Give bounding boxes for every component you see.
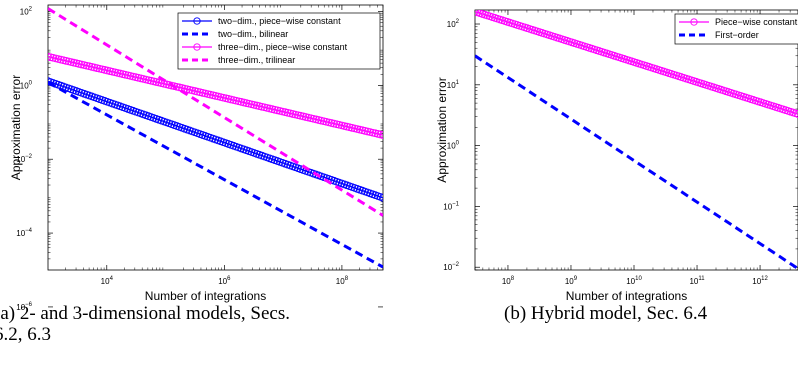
y-tick-exponent: −2 bbox=[452, 262, 460, 268]
x-tick-label: 109 bbox=[565, 276, 578, 286]
y-tick-label: 102 bbox=[447, 19, 460, 29]
legend-0: two−dim., piece−wise constant two−dim., b… bbox=[177, 12, 381, 70]
y-tick-label: 100 bbox=[447, 141, 460, 151]
legend-entry-0: two−dim., piece−wise constant bbox=[218, 16, 341, 26]
series-markers-0 bbox=[475, 10, 798, 118]
x-tick-exponent: 8 bbox=[511, 276, 515, 282]
x-tick-exponent: 9 bbox=[574, 276, 578, 282]
y-tick-exponent: 0 bbox=[29, 80, 33, 86]
y-tick-exponent: 2 bbox=[29, 7, 33, 13]
x-tick-label: 106 bbox=[218, 276, 231, 286]
series-line-1 bbox=[48, 81, 383, 269]
x-tick-exponent: 6 bbox=[227, 276, 231, 282]
legend-entry-0: Piece−wise constant bbox=[715, 17, 798, 27]
series-markers-0 bbox=[48, 77, 383, 202]
legend-entry-1: First−order bbox=[715, 30, 759, 40]
caption-a: (a) 2- and 3-dimensional models, Secs. 6… bbox=[0, 303, 291, 346]
caption-a-line-2: 6.2, 6.3 bbox=[0, 323, 51, 345]
y-tick-label: 100 bbox=[20, 80, 33, 90]
caption-a-line-1: (a) 2- and 3-dimensional models, Secs. bbox=[0, 303, 291, 324]
y-tick-label: 10−1 bbox=[443, 201, 459, 211]
y-tick-label: 10−2 bbox=[16, 154, 32, 164]
y-tick-exponent: −6 bbox=[25, 302, 33, 308]
data-point bbox=[48, 77, 52, 86]
series-markers-2 bbox=[48, 52, 383, 139]
chart-b: 108 109 1010 1011 101210210110010−110−2Numbe… bbox=[435, 9, 798, 303]
data-point bbox=[379, 131, 383, 139]
data-point bbox=[48, 52, 52, 61]
y-tick-exponent: 0 bbox=[456, 141, 460, 147]
legend-1: Piece−wise constant First−order bbox=[674, 13, 798, 45]
series-line-3 bbox=[48, 7, 383, 217]
x-tick-label: 108 bbox=[336, 276, 349, 286]
legend-marker-0 bbox=[690, 18, 698, 26]
series-group-1 bbox=[475, 10, 798, 270]
x-axis-label: Number of integrations bbox=[566, 289, 687, 303]
x-tick-exponent: 8 bbox=[345, 276, 349, 282]
y-tick-label: 101 bbox=[447, 80, 460, 90]
y-tick-exponent: 2 bbox=[456, 19, 460, 25]
x-tick-exponent: 12 bbox=[761, 276, 768, 282]
legend-entry-3: three−dim., trilinear bbox=[218, 55, 295, 65]
x-tick-label: 108 bbox=[502, 276, 515, 286]
y-tick-exponent: −1 bbox=[452, 201, 460, 207]
x-tick-label: 1010 bbox=[626, 276, 642, 286]
x-tick-label: 1011 bbox=[689, 276, 705, 286]
y-tick-label: 102 bbox=[20, 7, 33, 17]
y-tick-exponent: −2 bbox=[25, 154, 33, 160]
minor-ticks-0 bbox=[48, 5, 384, 270]
y-tick-exponent: 1 bbox=[456, 80, 460, 86]
x-tick-exponent: 10 bbox=[635, 276, 642, 282]
x-tick-exponent: 4 bbox=[110, 276, 114, 282]
y-tick-label: 10−4 bbox=[16, 228, 32, 238]
caption-b: (b) Hybrid model, Sec. 6.4 bbox=[504, 303, 708, 324]
y-tick-label: 10−2 bbox=[443, 262, 459, 272]
y-axis-label: Approximation error bbox=[9, 75, 23, 180]
chart-a: 104 106 108 102 100 10−2 10−4 10−6 Number of int… bbox=[9, 4, 384, 312]
legend-entry-1: two−dim., bilinear bbox=[218, 29, 288, 39]
legend-entry-2: three−dim., piece−wise constant bbox=[218, 42, 348, 52]
legend-marker-0 bbox=[193, 17, 201, 25]
legend-marker-2 bbox=[193, 43, 201, 51]
plot-area-1 bbox=[474, 9, 798, 271]
series-group-0 bbox=[48, 7, 383, 269]
x-tick-label: 104 bbox=[101, 276, 114, 286]
data-point bbox=[379, 193, 383, 202]
y-axis-label: Approximation error bbox=[435, 77, 449, 182]
y-tick-label: 10−6 bbox=[16, 302, 32, 312]
x-tick-label: 1012 bbox=[752, 276, 768, 286]
x-tick-exponent: 11 bbox=[698, 276, 705, 282]
x-axis-label: Number of integrations bbox=[145, 289, 266, 303]
legend-box bbox=[177, 12, 381, 70]
y-tick-exponent: −4 bbox=[25, 228, 33, 234]
